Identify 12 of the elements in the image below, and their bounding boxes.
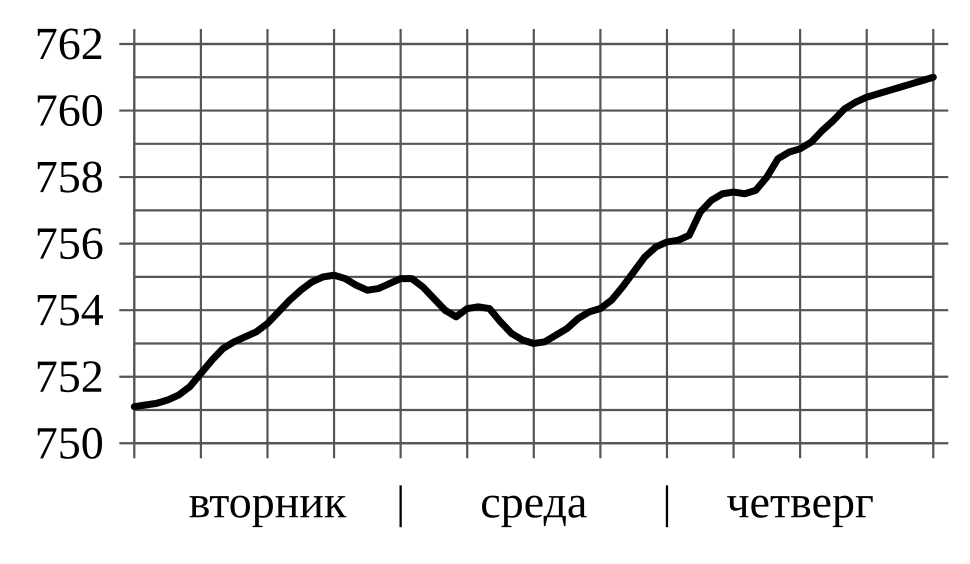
x-tick-label: |: [666, 485, 668, 528]
y-tick-label: 758: [38, 162, 102, 193]
y-tick-label: 762: [38, 28, 102, 60]
y-tick-label: 750: [38, 428, 102, 459]
y-tick-label: 754: [38, 294, 104, 326]
y-tick-label: 752: [38, 361, 102, 392]
y-tick-label: 756: [38, 228, 102, 260]
x-tick-label: |: [399, 485, 402, 528]
x-tick-label: вторник: [189, 496, 346, 528]
y-tick-label: 760: [38, 95, 102, 126]
x-tick-label: четверг: [727, 496, 873, 528]
x-tick-label: среда: [482, 496, 587, 528]
